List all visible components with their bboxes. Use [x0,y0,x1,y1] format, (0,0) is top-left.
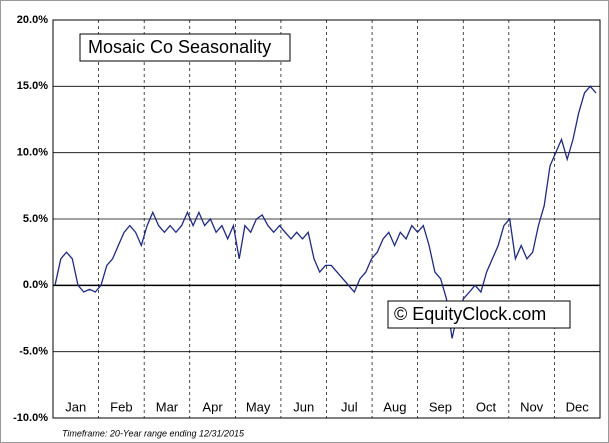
title-box [79,33,291,62]
x-tick-label: May [246,399,271,414]
x-tick-label: Jul [341,399,358,414]
footnote: Timeframe: 20-Year range ending 12/31/20… [62,428,245,438]
x-tick-label: Mar [156,399,179,414]
x-tick-label: Nov [520,399,544,414]
x-tick-label: Jan [65,399,86,414]
x-tick-label: Aug [383,399,406,414]
watermark: © EquityClock.com [394,304,546,324]
y-tick-label: 15.0% [17,80,48,92]
x-tick-label: Sep [429,399,452,414]
series-line [54,85,597,339]
watermark-box [387,300,571,329]
chart-title: Mosaic Co Seasonality [88,37,271,57]
y-tick-label: 20.0% [17,14,48,26]
y-tick-label: 10.0% [17,147,48,159]
y-tick-label: 5.0% [23,213,48,225]
y-tick-label: -10.0% [13,412,48,424]
y-tick-label: 0.0% [23,279,48,291]
x-tick-label: Jun [293,399,314,414]
x-tick-label: Oct [476,399,497,414]
x-tick-label: Dec [566,399,590,414]
y-tick-label: -5.0% [19,346,48,358]
x-tick-label: Apr [202,399,223,414]
x-tick-label: Feb [110,399,132,414]
